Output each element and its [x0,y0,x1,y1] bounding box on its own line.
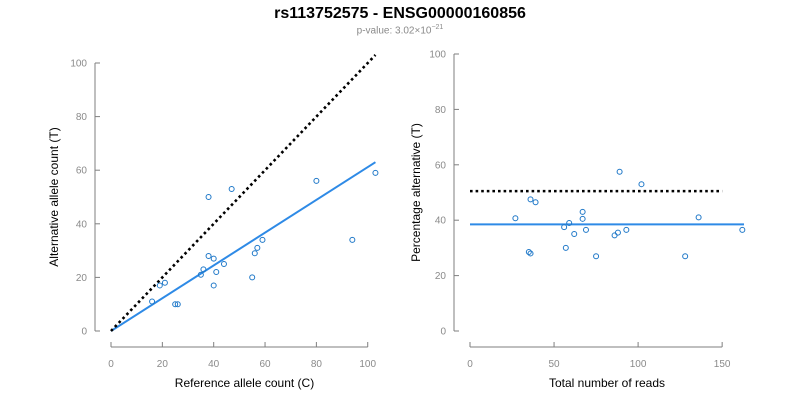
right-data-point [695,214,702,221]
right-data-point [739,226,746,233]
right-data-point [525,249,532,256]
left-y-tick-label: 60 [76,166,88,177]
right-x-tick-label: 100 [630,359,647,370]
left-y-tick-label: 20 [76,273,88,284]
left-x-axis: 0 20 40 60 80 100 [108,342,377,370]
left-x-tick-label: 80 [311,359,323,370]
right-data-point [566,219,573,226]
left-data-point [220,261,227,267]
left-data-point [200,266,207,273]
left-data-point [210,282,217,289]
panel-allele-counts: 0 20 40 60 80 100 0 20 40 60 80 100 Reference allele… [47,54,379,390]
right-y-tick-label: 40 [435,216,447,227]
left-x-tick-label: 20 [157,359,169,370]
right-data-point [512,215,519,222]
chart-title: rs113752575 - ENSG00000160856 [274,5,526,22]
right-x-tick-label: 50 [548,359,560,370]
right-data-point [614,229,621,236]
left-data-point [210,255,217,262]
right-data-point [593,253,600,260]
left-reference-line [110,54,377,332]
left-x-tick-label: 60 [259,359,271,370]
left-data-point [205,252,212,259]
right-y-tick-label: 80 [435,105,447,116]
right-x-tick-label: 0 [467,359,473,370]
left-x-tick-label: 40 [208,359,220,370]
right-data-point [623,226,630,233]
left-y-tick-label: 0 [81,327,87,338]
right-data-point [682,253,689,260]
left-data-point [254,244,261,251]
left-data-point [174,301,181,308]
right-y-axis: 0 20 40 60 80 100 [429,50,459,338]
left-x-tick-label: 0 [108,359,114,370]
right-x-axis-title: Total number of reads [549,376,665,390]
left-x-tick-label: 100 [359,359,376,370]
left-data-point [149,298,156,305]
right-data-point [579,208,586,215]
left-data-point [205,194,212,200]
right-data-point [582,226,589,233]
left-data-point [172,301,179,308]
panel-percentage-alternative: 0 50 100 150 0 20 40 60 80 100 Total number of rea… [409,50,746,390]
pvalue-mantissa: 3.02 [395,25,415,37]
left-y-tick-label: 100 [70,59,87,70]
right-x-axis: 0 50 100 150 [467,342,731,370]
right-data-point [611,232,618,239]
right-y-axis-title: Percentage alternative (T) [409,123,423,262]
left-data-point [251,250,258,257]
left-y-tick-label: 80 [76,112,88,123]
left-data-point [161,279,168,286]
right-data-point [527,196,534,203]
left-data-point [259,236,266,243]
pvalue-exponent: −21 [431,24,444,31]
left-data-point [213,269,220,276]
right-data-point [579,215,586,222]
right-data-point [527,250,534,257]
right-y-tick-label: 100 [429,50,446,61]
left-data-point [249,274,256,281]
left-data-point [313,177,320,184]
left-y-tick-label: 40 [76,219,88,230]
right-data-point [561,224,568,231]
left-fit-line [110,161,376,332]
left-data-point [197,271,204,278]
pvalue-times: ×10 [414,25,432,37]
right-y-tick-label: 20 [435,271,447,282]
pvalue-prefix: p-value: [356,25,396,37]
right-data-point [571,231,578,238]
left-data-point [228,185,235,192]
left-data-point [372,169,379,176]
left-y-axis: 0 20 40 60 80 100 [70,59,100,338]
right-data-point [532,199,539,206]
right-data-point [562,244,569,251]
left-data-point [156,282,163,289]
right-data-point [616,168,623,175]
chart-subtitle: p-value: 3.02×10−21 [0,24,800,36]
right-x-tick-label: 150 [714,359,731,370]
right-data-point [638,181,645,188]
left-x-axis-title: Reference allele count (C) [175,376,314,390]
right-y-tick-label: 0 [440,327,446,338]
left-data-point [349,236,356,243]
right-y-tick-label: 60 [435,160,447,171]
left-y-axis-title: Alternative allele count (T) [47,127,61,266]
